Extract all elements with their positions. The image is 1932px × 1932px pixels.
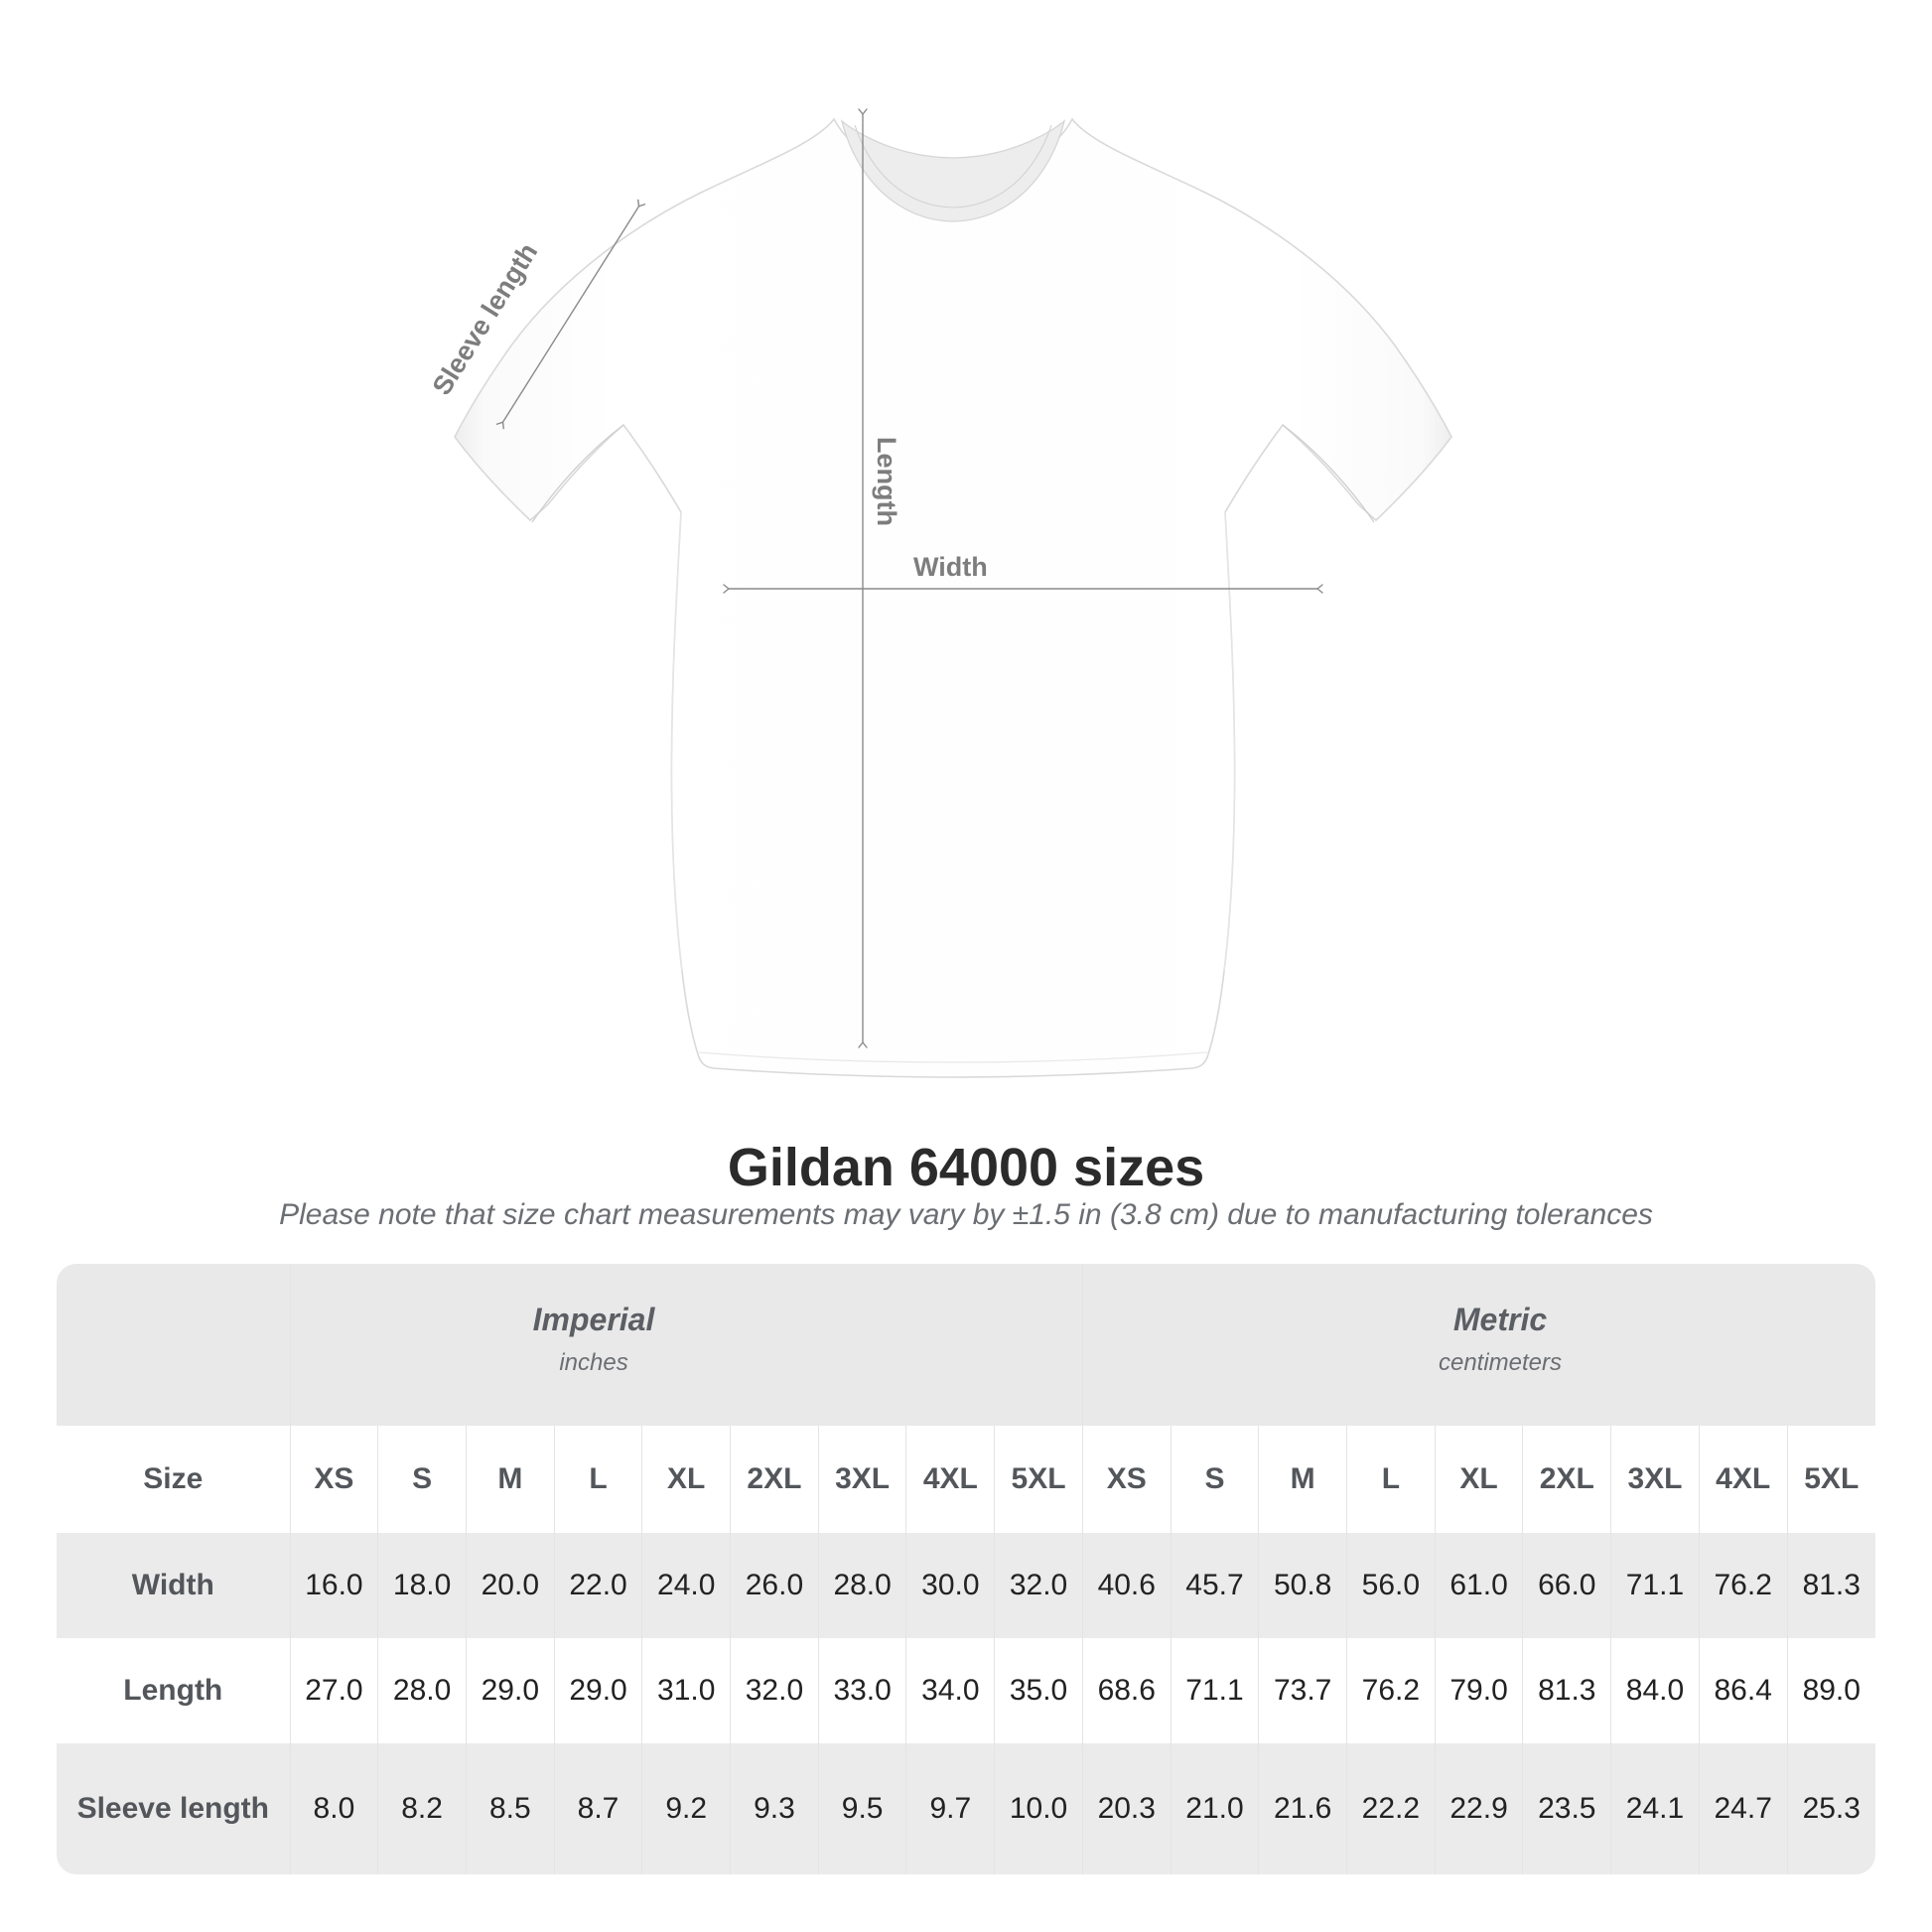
svg-text:Sleeve length: Sleeve length <box>427 238 544 401</box>
svg-text:Width: Width <box>913 552 988 582</box>
svg-text:Length: Length <box>872 437 901 526</box>
